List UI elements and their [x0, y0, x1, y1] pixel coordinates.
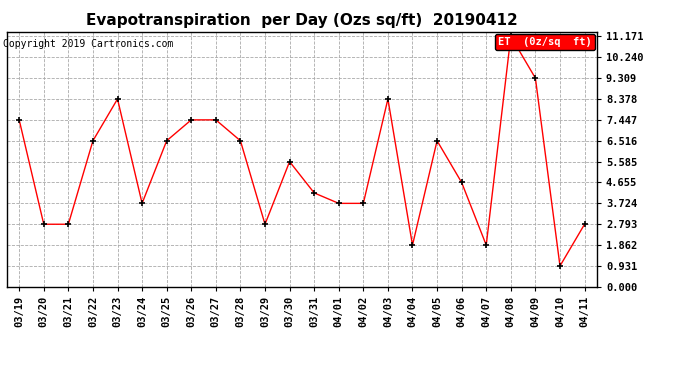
Legend: ET  (0z/sq  ft): ET (0z/sq ft) — [495, 34, 595, 50]
Title: Evapotranspiration  per Day (Ozs sq/ft)  20190412: Evapotranspiration per Day (Ozs sq/ft) 2… — [86, 13, 518, 28]
Text: Copyright 2019 Cartronics.com: Copyright 2019 Cartronics.com — [3, 39, 174, 50]
